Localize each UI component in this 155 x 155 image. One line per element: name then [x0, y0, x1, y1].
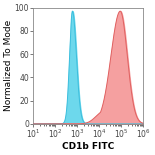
Y-axis label: Normalized To Mode: Normalized To Mode — [4, 20, 13, 111]
X-axis label: CD1b FITC: CD1b FITC — [62, 142, 114, 151]
